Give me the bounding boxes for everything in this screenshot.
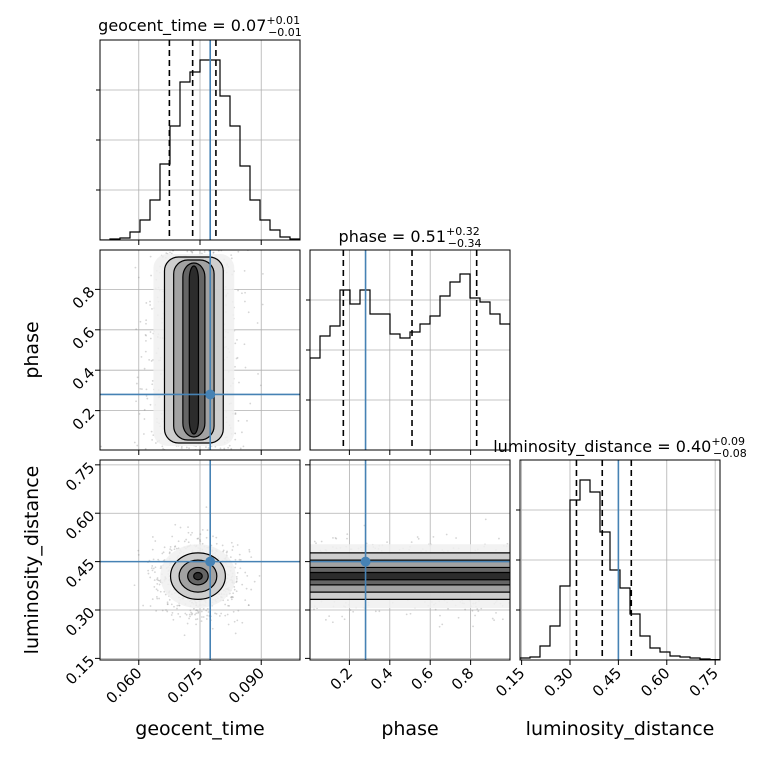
tick-label-y: 0.75 <box>62 458 98 494</box>
title-luminosity_distance-text: luminosity_distance = <box>493 437 675 457</box>
axes-frame <box>99 39 301 241</box>
title-phase-minus: −0.34 <box>448 237 482 250</box>
density-level <box>188 265 200 435</box>
title-geocent_time-minus: −0.01 <box>268 26 302 39</box>
ylabel-phase: phase <box>21 321 43 378</box>
tick-label-x: 0.15 <box>492 664 528 700</box>
xlabel-geocent_time: geocent_time <box>135 718 264 740</box>
truth-point <box>360 556 371 567</box>
histogram-phase <box>310 273 510 450</box>
tick-label-x: 0.090 <box>225 664 268 707</box>
tick-label-x: 0.2 <box>327 664 357 694</box>
axes-frame <box>309 249 511 451</box>
title-geocent_time: geocent_time = 0.07+0.01 −0.01 <box>98 14 302 39</box>
tick-label-x: 0.45 <box>589 664 625 700</box>
tick-label-x: 0.075 <box>164 664 207 707</box>
title-luminosity_distance: luminosity_distance = 0.40+0.09 −0.08 <box>493 435 747 460</box>
axes-frame <box>99 459 301 661</box>
ylabel-luminosity_distance: luminosity_distance <box>21 466 43 655</box>
histogram-luminosity_distance <box>520 479 720 660</box>
tick-label-y: 0.2 <box>69 404 99 434</box>
axes-frame <box>99 249 301 451</box>
hist-panel-geocent_time <box>96 39 301 245</box>
title-luminosity_distance-minus: −0.08 <box>713 447 747 460</box>
axes-frame <box>309 459 511 661</box>
histogram-geocent_time <box>100 59 300 240</box>
tick-label-x: 0.8 <box>448 664 478 694</box>
axes-frame <box>519 459 721 661</box>
tick-label-y: 0.8 <box>69 283 99 313</box>
joint-panel-geocent_time-luminosity_distance: 0.060 0.075 0.090 0.15 0.30 0.45 0.60 0.75 <box>62 458 301 707</box>
title-phase-value: 0.51 <box>410 227 446 246</box>
panels: 0.15 0.30 0.45 0.60 0.750.20.40.60.80.060 0.0… <box>62 39 722 707</box>
title-luminosity_distance-plus: +0.09 <box>711 435 745 448</box>
tick-label-y: 0.60 <box>62 507 98 543</box>
title-phase-text: phase = <box>339 227 411 246</box>
tick-label-x: 0.30 <box>540 664 576 700</box>
joint-density <box>133 506 261 637</box>
title-phase: phase = 0.51+0.32 −0.34 <box>339 225 482 250</box>
tick-label-x: 0.75 <box>686 664 722 700</box>
title-geocent_time-value: 0.07 <box>231 16 267 35</box>
joint-panel-phase-luminosity_distance: 0.2 0.4 0.6 0.8 <box>305 459 511 694</box>
tick-label-y: 0.30 <box>62 604 98 640</box>
tick-label-y: 0.15 <box>62 652 98 688</box>
density-level <box>310 571 510 581</box>
joint-panel-geocent_time-phase: 0.2 0.4 0.6 0.8 <box>69 249 301 455</box>
tick-label-x: 0.060 <box>103 664 146 707</box>
truth-point <box>205 389 216 400</box>
tick-label-y: 0.6 <box>69 323 99 353</box>
truth-point <box>205 556 216 567</box>
xlabel-luminosity_distance: luminosity_distance <box>526 718 715 740</box>
tick-label-y: 0.4 <box>69 364 99 394</box>
density-level <box>193 571 203 581</box>
title-geocent_time-plus: +0.01 <box>266 14 300 27</box>
title-phase-plus: +0.32 <box>446 225 480 238</box>
hist-panel-luminosity_distance: 0.15 0.30 0.45 0.60 0.75 <box>492 459 722 700</box>
tick-label-x: 0.60 <box>637 664 673 700</box>
tick-label-y: 0.45 <box>62 555 98 591</box>
xlabel-phase: phase <box>381 718 438 740</box>
title-geocent_time-text: geocent_time = <box>98 16 231 36</box>
joint-density <box>310 518 510 628</box>
tick-label-x: 0.4 <box>367 664 397 694</box>
tick-label-x: 0.6 <box>407 664 437 694</box>
hist-panel-phase <box>306 249 511 455</box>
title-luminosity_distance-value: 0.40 <box>676 437 712 456</box>
